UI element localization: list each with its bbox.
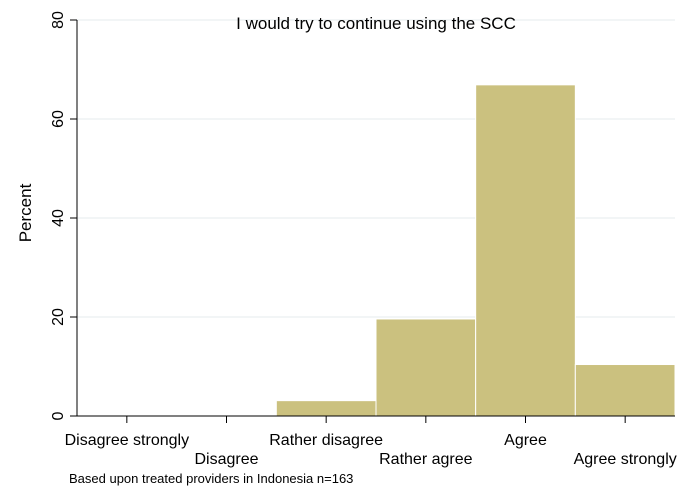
bar (375, 318, 477, 417)
y-tick-label: 40 (50, 209, 67, 227)
y-tick-label: 60 (50, 110, 67, 128)
bars (275, 84, 676, 417)
chart-title: I would try to continue using the SCC (236, 14, 516, 33)
bar (475, 84, 576, 417)
x-tick-label: Agree strongly (574, 451, 677, 468)
y-axis-ticks: 0 20 40 60 80 (50, 11, 77, 420)
y-tick-label: 20 (50, 308, 67, 326)
y-tick-label: 0 (50, 411, 67, 420)
chart-note: Based upon treated providers in Indonesi… (69, 471, 353, 486)
gridlines (77, 19, 675, 318)
bar (574, 364, 676, 417)
x-tick-label: Disagree strongly (65, 432, 190, 449)
x-tick-label: Rather agree (379, 451, 472, 468)
x-tick-label: Agree (504, 432, 547, 449)
y-tick-label: 80 (50, 11, 67, 29)
x-tick-label: Rather disagree (269, 432, 383, 449)
y-axis-label: Percent (16, 183, 35, 242)
x-tick-label: Disagree (194, 451, 258, 468)
bar (275, 400, 377, 417)
